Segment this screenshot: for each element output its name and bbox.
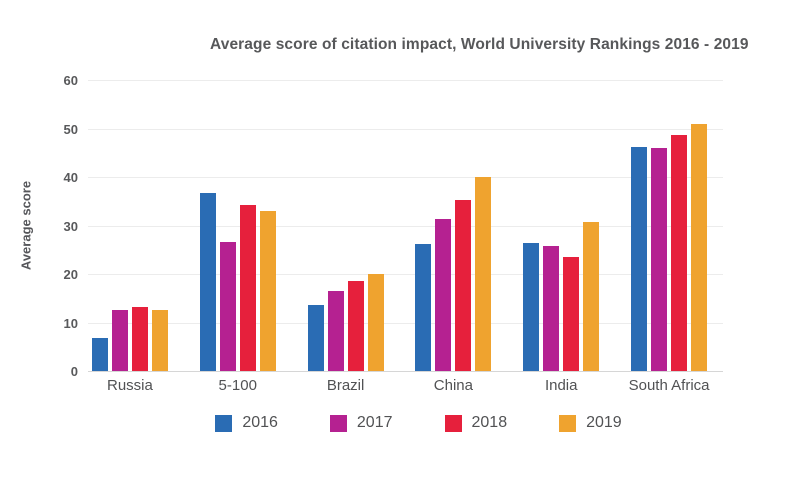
- chart-title: Average score of citation impact, World …: [210, 36, 749, 53]
- x-axis-label-russia: Russia: [106, 377, 153, 394]
- x-axis-line: [88, 371, 723, 372]
- bar-china-2019: [475, 176, 492, 371]
- bar-5-100-2018: [239, 205, 256, 371]
- bar-group-russia: [76, 80, 184, 371]
- bar-south-africa-2016: [631, 147, 648, 371]
- gridline-60: [88, 80, 723, 81]
- bar-russia-2018: [131, 306, 148, 371]
- bar-south-africa-2018: [671, 135, 688, 371]
- bar-south-africa-2017: [651, 148, 668, 371]
- gridline-20: [88, 274, 723, 275]
- plot-area: [88, 80, 723, 372]
- bar-south-africa-2019: [691, 123, 708, 371]
- y-tick-label-10: 10: [63, 315, 78, 331]
- bar-china-2017: [435, 219, 452, 371]
- legend-item-2016: 2016: [215, 414, 278, 432]
- gridline-30: [88, 225, 723, 227]
- gridline-50: [88, 128, 723, 130]
- bar-5-100-2017: [219, 242, 236, 371]
- y-tick-label-60: 60: [63, 73, 78, 88]
- x-axis-label-india: India: [544, 377, 578, 394]
- legend-item-2019: 2019: [559, 414, 622, 432]
- bar-russia-2019: [151, 309, 168, 371]
- bar-5-100-2019: [259, 210, 276, 371]
- legend: 2016 2017 2018 2019: [26, 414, 785, 432]
- x-axis-label-south-africa: South Africa: [628, 377, 710, 394]
- bar-india-2019: [583, 222, 600, 371]
- legend-swatch-2017: [329, 414, 347, 432]
- y-tick-label-50: 50: [63, 121, 78, 137]
- gridline-10: [88, 322, 723, 324]
- legend-item-2017: 2017: [329, 414, 393, 432]
- gridline-40: [88, 177, 723, 178]
- bar-group-china: [399, 80, 507, 371]
- bar-brazil-2019: [367, 274, 384, 371]
- legend-label-2017: 2017: [356, 414, 393, 431]
- x-axis-label-5-100: 5-100: [218, 377, 257, 394]
- y-tick-label-0: 0: [70, 364, 78, 379]
- bar-brazil-2016: [307, 305, 324, 371]
- bar-group-south-africa: [615, 80, 723, 371]
- legend-label-2016: 2016: [242, 414, 278, 431]
- legend-label-2019: 2019: [586, 414, 622, 431]
- bar-china-2016: [415, 243, 432, 371]
- bar-india-2017: [543, 246, 560, 371]
- y-tick-label-20: 20: [63, 267, 78, 282]
- legend-swatch-2016: [215, 414, 233, 432]
- y-tick-label-30: 30: [63, 218, 78, 234]
- x-axis-label-china: China: [433, 377, 473, 394]
- bar-russia-2017: [111, 310, 128, 371]
- bar-group-india: [507, 80, 615, 371]
- legend-swatch-2019: [559, 414, 577, 432]
- legend-swatch-2018: [444, 414, 462, 432]
- bar-brazil-2018: [347, 280, 364, 371]
- legend-label-2018: 2018: [471, 414, 508, 431]
- bar-group-5-100: [184, 80, 292, 371]
- bar-india-2018: [563, 256, 580, 371]
- x-axis-label-brazil: Brazil: [326, 377, 365, 394]
- bar-russia-2016: [91, 338, 108, 371]
- bar-brazil-2017: [327, 290, 344, 371]
- bar-group-brazil: [292, 80, 400, 371]
- y-tick-label-40: 40: [63, 170, 78, 185]
- bar-china-2018: [455, 200, 472, 371]
- bar-5-100-2016: [199, 193, 216, 371]
- bar-india-2016: [523, 243, 540, 371]
- bar-groups: [76, 80, 723, 371]
- x-axis-labels: Russia 5-100 Brazil China India South Africa: [76, 377, 723, 394]
- legend-item-2018: 2018: [444, 414, 508, 432]
